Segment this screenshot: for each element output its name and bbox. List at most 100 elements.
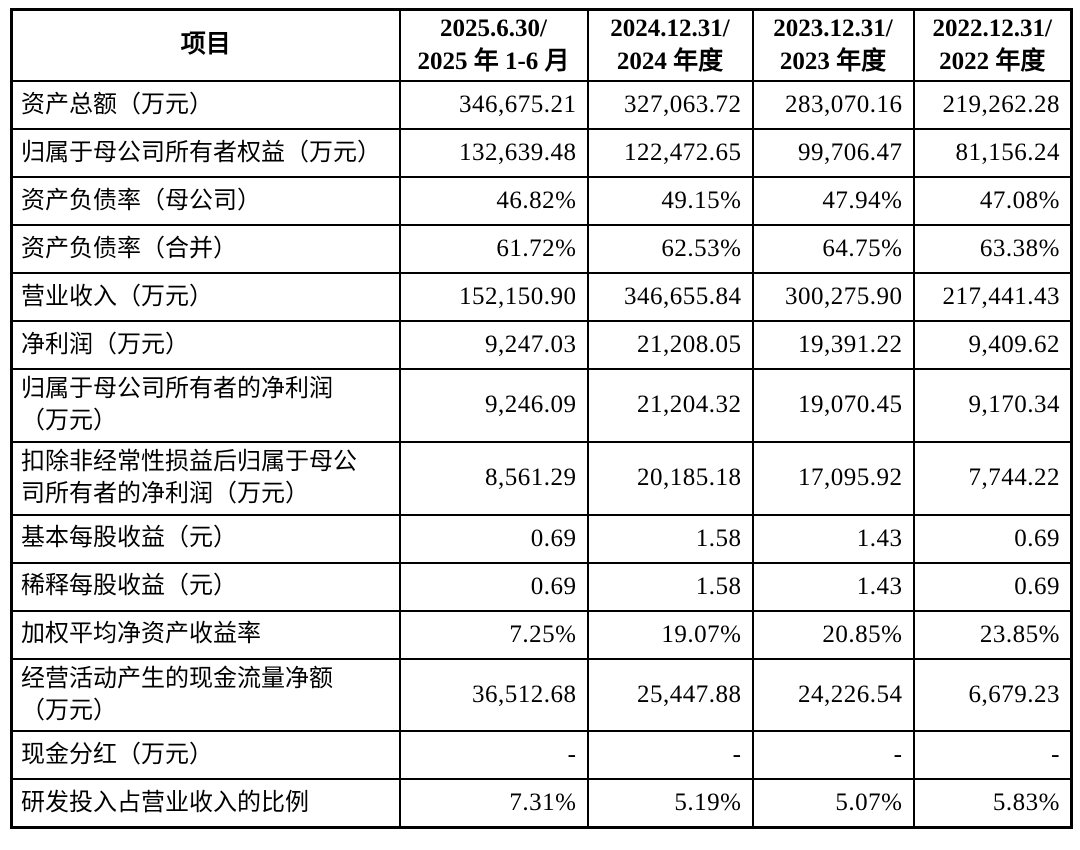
row-label: 营业收入（万元） bbox=[10, 272, 401, 322]
value-cell: 19,070.45 bbox=[751, 368, 915, 443]
value-cell: 5.83% bbox=[912, 778, 1073, 829]
table-row-cash-dividend: 现金分红（万元） - - - - bbox=[10, 730, 1073, 781]
col-header-item: 项目 bbox=[10, 8, 401, 82]
col-header-item-label: 项目 bbox=[180, 31, 231, 59]
table-header-row: 项目 2025.6.30/ 2025 年 1-6 月 2024.12.31/ 2… bbox=[10, 8, 1073, 82]
period-name-line: 2023 年度 bbox=[779, 47, 887, 75]
value-cell: 63.38% bbox=[912, 224, 1073, 274]
value-cell: 9,170.34 bbox=[912, 368, 1073, 443]
value-cell: 47.94% bbox=[751, 176, 915, 226]
value-cell: 9,247.03 bbox=[398, 320, 589, 370]
value-cell: 152,150.90 bbox=[398, 272, 589, 322]
value-cell: 0.69 bbox=[398, 561, 589, 612]
table-row-debt-ratio-parent: 资产负债率（母公司） 46.82% 49.15% 47.94% 47.08% bbox=[10, 176, 1073, 226]
value-cell: 132,639.48 bbox=[398, 128, 589, 178]
value-cell: 81,156.24 bbox=[912, 128, 1073, 178]
period-name-line: 2025 年 1-6 月 bbox=[417, 47, 570, 75]
value-cell: 21,204.32 bbox=[586, 368, 754, 443]
value-cell: 99,706.47 bbox=[751, 128, 915, 178]
value-cell: 61.72% bbox=[398, 224, 589, 274]
value-cell: 346,675.21 bbox=[398, 80, 589, 130]
value-cell: 49.15% bbox=[586, 176, 754, 226]
value-cell: 23.85% bbox=[912, 609, 1073, 660]
value-cell: 47.08% bbox=[912, 176, 1073, 226]
period-name-line: 2022 年度 bbox=[939, 47, 1046, 75]
period-date-line: 2022.12.31/ bbox=[932, 15, 1052, 42]
row-label: 净利润（万元） bbox=[10, 320, 401, 370]
value-cell: - bbox=[751, 730, 915, 781]
value-cell: 217,441.43 bbox=[912, 272, 1073, 322]
value-cell: 327,063.72 bbox=[586, 80, 754, 130]
value-cell: 19,391.22 bbox=[751, 320, 915, 370]
value-cell: 7.31% bbox=[398, 778, 589, 829]
value-cell: 0.69 bbox=[398, 513, 589, 564]
row-label: 资产负债率（母公司） bbox=[10, 176, 401, 226]
value-cell: 300,275.90 bbox=[751, 272, 915, 322]
row-label: 归属于母公司所有者的净利润 （万元） bbox=[10, 368, 401, 443]
table-row-basic-eps: 基本每股收益（元） 0.69 1.58 1.43 0.69 bbox=[10, 513, 1073, 564]
row-label: 基本每股收益（元） bbox=[10, 513, 401, 564]
table-row-operating-revenue: 营业收入（万元） 152,150.90 346,655.84 300,275.9… bbox=[10, 272, 1073, 322]
table-row-weighted-roe: 加权平均净资产收益率 7.25% 19.07% 20.85% 23.85% bbox=[10, 609, 1073, 660]
table-row-parent-equity: 归属于母公司所有者权益（万元） 132,639.48 122,472.65 99… bbox=[10, 128, 1073, 178]
value-cell: 1.43 bbox=[751, 513, 915, 564]
period-date-line: 2025.6.30/ bbox=[440, 15, 547, 42]
value-cell: 5.19% bbox=[586, 778, 754, 829]
col-header-period-2024: 2024.12.31/ 2024 年度 bbox=[586, 8, 754, 82]
value-cell: 283,070.16 bbox=[751, 80, 915, 130]
col-header-period-2022: 2022.12.31/ 2022 年度 bbox=[912, 8, 1073, 82]
table-row-net-profit: 净利润（万元） 9,247.03 21,208.05 19,391.22 9,4… bbox=[10, 320, 1073, 370]
financial-summary-table: 项目 2025.6.30/ 2025 年 1-6 月 2024.12.31/ 2… bbox=[10, 8, 1073, 829]
value-cell: 24,226.54 bbox=[751, 657, 915, 733]
row-label: 经营活动产生的现金流量净额 （万元） bbox=[10, 657, 401, 733]
table-row-operating-cash-flow: 经营活动产生的现金流量净额 （万元） 36,512.68 25,447.88 2… bbox=[10, 657, 1073, 733]
value-cell: 8,561.29 bbox=[398, 440, 589, 516]
row-label: 研发投入占营业收入的比例 bbox=[10, 778, 401, 829]
value-cell: 20,185.18 bbox=[586, 440, 754, 516]
table-row-rd-revenue-ratio: 研发投入占营业收入的比例 7.31% 5.19% 5.07% 5.83% bbox=[10, 778, 1073, 829]
value-cell: 1.43 bbox=[751, 561, 915, 612]
value-cell: 0.69 bbox=[912, 513, 1073, 564]
row-label: 扣除非经常性损益后归属于母公 司所有者的净利润（万元） bbox=[10, 440, 401, 516]
value-cell: 19.07% bbox=[586, 609, 754, 660]
col-header-period-2023: 2023.12.31/ 2023 年度 bbox=[751, 8, 915, 82]
period-name-line: 2024 年度 bbox=[616, 47, 724, 75]
row-label: 资产负债率（合并） bbox=[10, 224, 401, 274]
value-cell: - bbox=[398, 730, 589, 781]
table-row-diluted-eps: 稀释每股收益（元） 0.69 1.58 1.43 0.69 bbox=[10, 561, 1073, 612]
value-cell: 17,095.92 bbox=[751, 440, 915, 516]
value-cell: 219,262.28 bbox=[912, 80, 1073, 130]
value-cell: 20.85% bbox=[751, 609, 915, 660]
value-cell: 62.53% bbox=[586, 224, 754, 274]
value-cell: 1.58 bbox=[586, 561, 754, 612]
col-header-period-2025h1: 2025.6.30/ 2025 年 1-6 月 bbox=[398, 8, 589, 82]
value-cell: 7,744.22 bbox=[912, 440, 1073, 516]
value-cell: 9,409.62 bbox=[912, 320, 1073, 370]
value-cell: 1.58 bbox=[586, 513, 754, 564]
value-cell: 36,512.68 bbox=[398, 657, 589, 733]
value-cell: 0.69 bbox=[912, 561, 1073, 612]
row-label: 加权平均净资产收益率 bbox=[10, 609, 401, 660]
value-cell: 9,246.09 bbox=[398, 368, 589, 443]
value-cell: - bbox=[586, 730, 754, 781]
period-date-line: 2024.12.31/ bbox=[610, 15, 730, 42]
value-cell: 6,679.23 bbox=[912, 657, 1073, 733]
value-cell: 7.25% bbox=[398, 609, 589, 660]
period-date-line: 2023.12.31/ bbox=[773, 15, 893, 42]
value-cell: - bbox=[912, 730, 1073, 781]
value-cell: 5.07% bbox=[751, 778, 915, 829]
table-row-debt-ratio-consolidated: 资产负债率（合并） 61.72% 62.53% 64.75% 63.38% bbox=[10, 224, 1073, 274]
table-row-deducted-net-profit: 扣除非经常性损益后归属于母公 司所有者的净利润（万元） 8,561.29 20,… bbox=[10, 440, 1073, 516]
value-cell: 64.75% bbox=[751, 224, 915, 274]
table-row-total-assets: 资产总额（万元） 346,675.21 327,063.72 283,070.1… bbox=[10, 80, 1073, 130]
value-cell: 21,208.05 bbox=[586, 320, 754, 370]
row-label: 稀释每股收益（元） bbox=[10, 561, 401, 612]
row-label: 现金分红（万元） bbox=[10, 730, 401, 781]
value-cell: 346,655.84 bbox=[586, 272, 754, 322]
row-label: 归属于母公司所有者权益（万元） bbox=[10, 128, 401, 178]
value-cell: 46.82% bbox=[398, 176, 589, 226]
value-cell: 122,472.65 bbox=[586, 128, 754, 178]
value-cell: 25,447.88 bbox=[586, 657, 754, 733]
row-label: 资产总额（万元） bbox=[10, 80, 401, 130]
